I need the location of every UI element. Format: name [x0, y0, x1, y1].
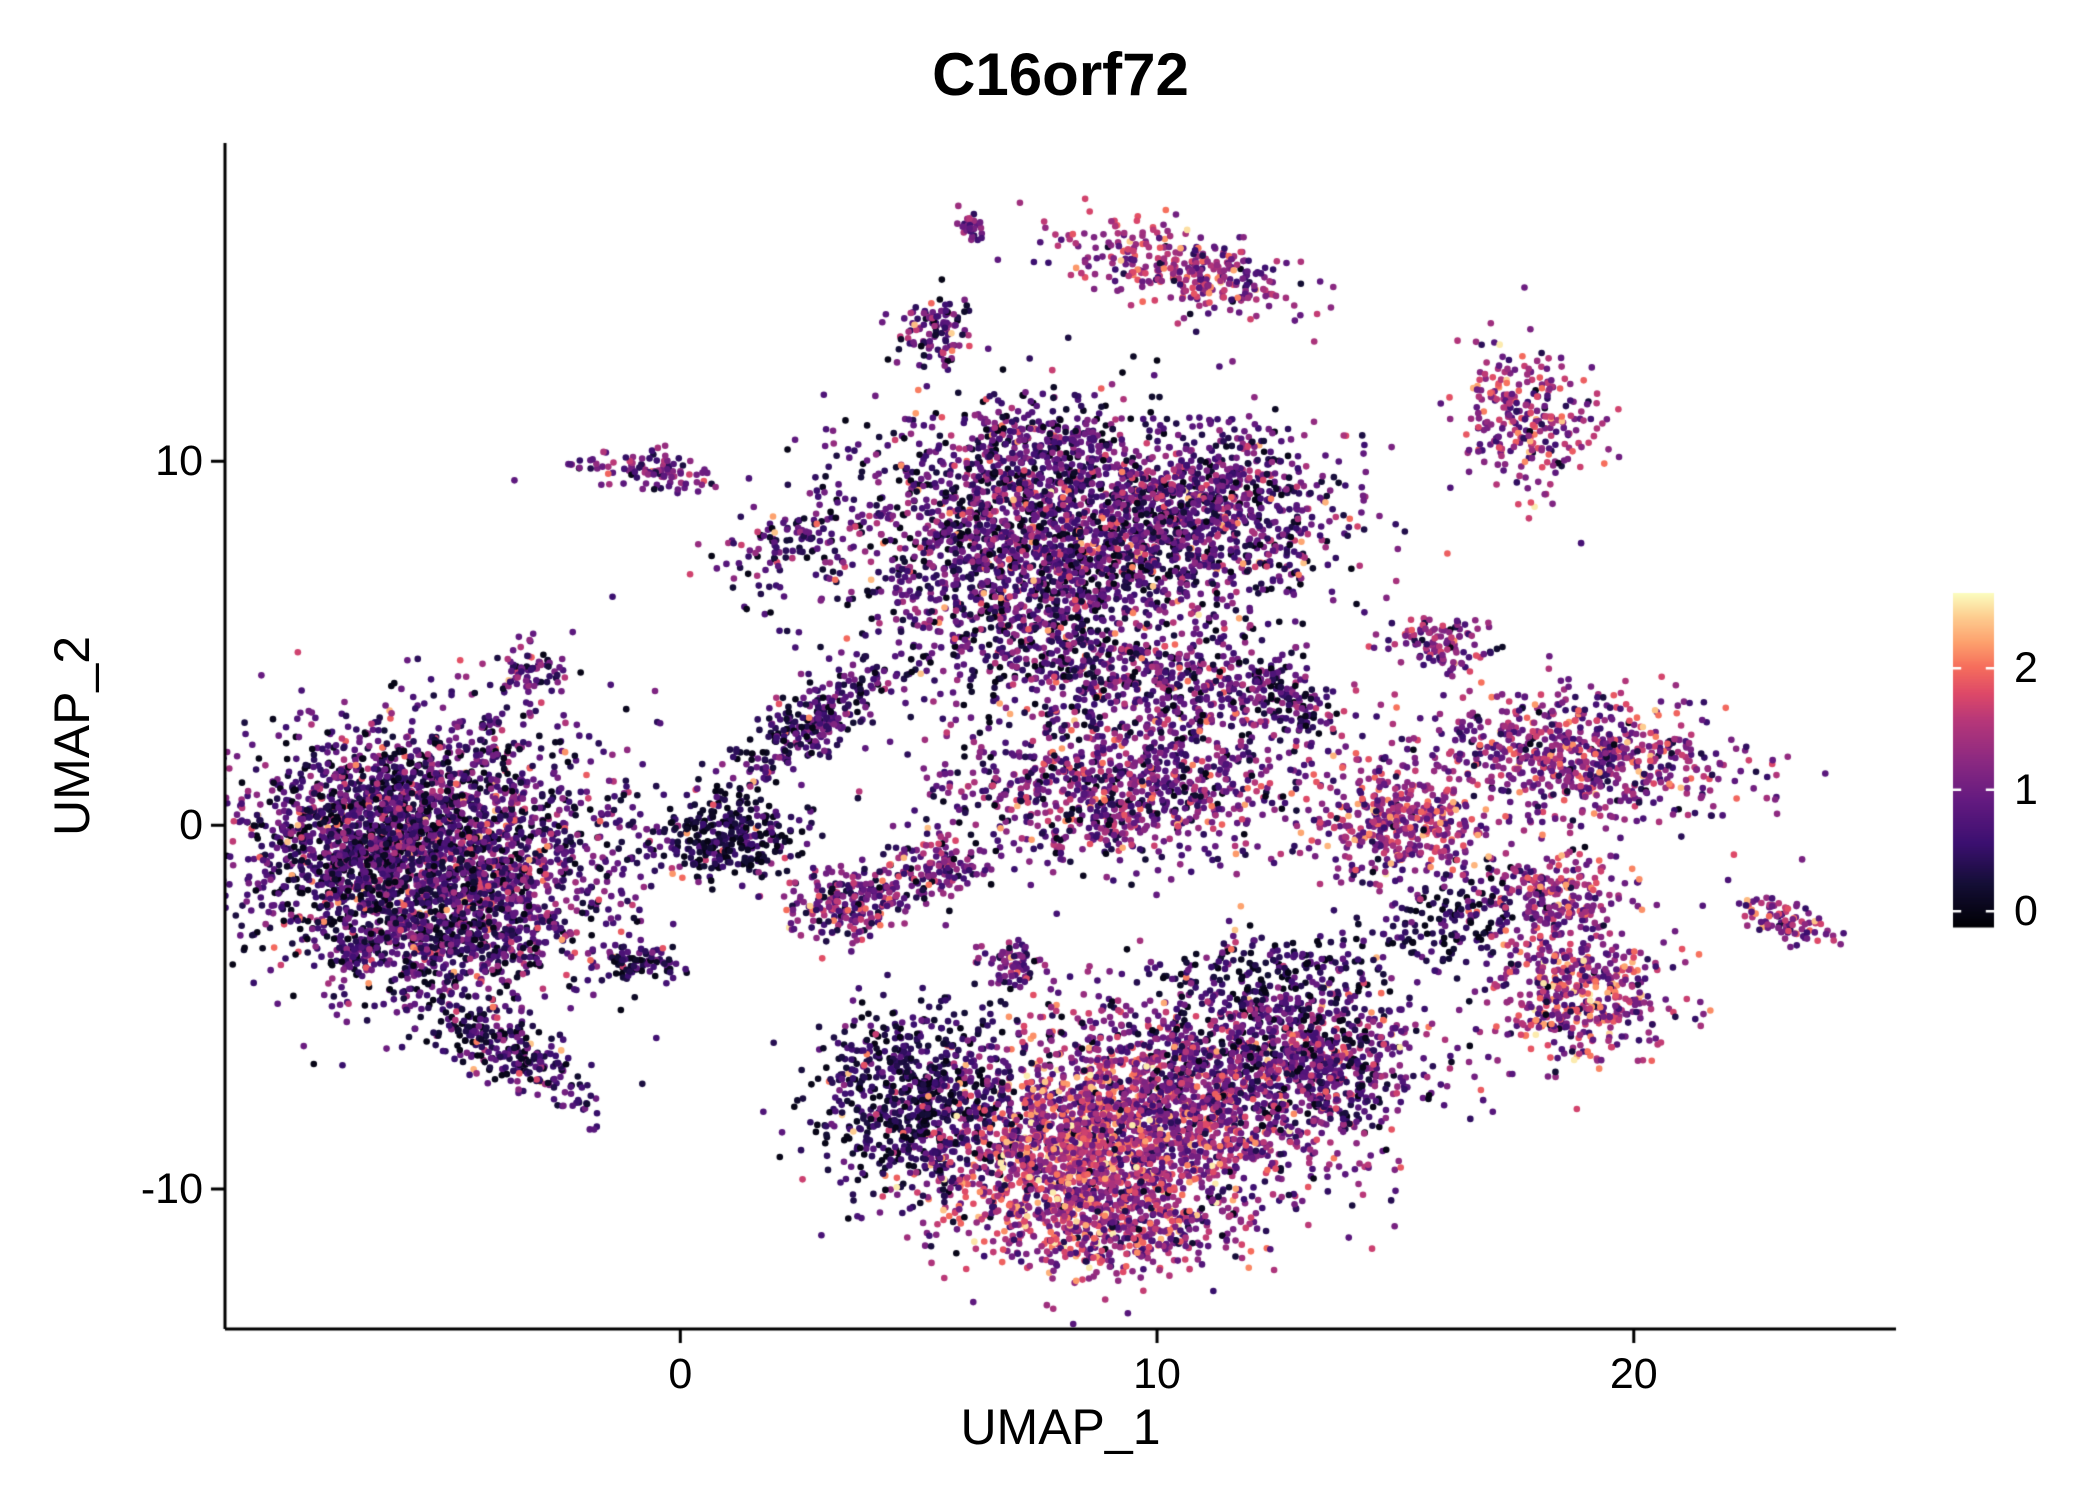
colorbar-tick-label: 2: [2014, 644, 2038, 693]
colorbar-tick-label: 0: [2014, 887, 2038, 936]
x-axis-tick-label: 10: [1133, 1350, 1181, 1398]
x-axis-label: UMAP_1: [960, 1399, 1161, 1455]
y-axis-tick-label: 10: [155, 437, 203, 486]
y-axis-tick-label: -10: [140, 1164, 203, 1213]
plot-title: C16orf72: [932, 41, 1189, 108]
y-axis-tick-label: 0: [179, 801, 203, 850]
x-axis-tick-label: 0: [668, 1350, 693, 1398]
colorbar-tick-label: 1: [2014, 765, 2038, 814]
x-axis-tick-label: 20: [1609, 1350, 1658, 1398]
